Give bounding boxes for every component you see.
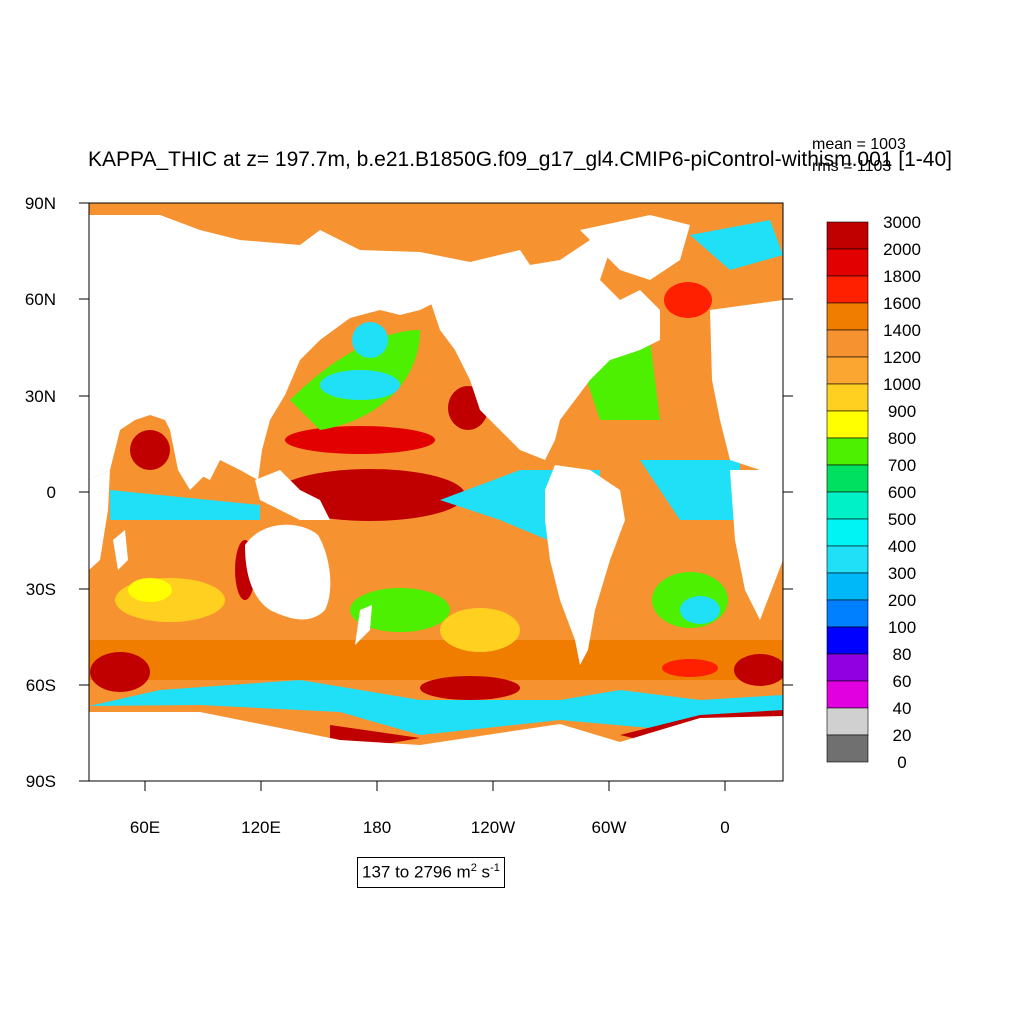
legend-label: 700	[888, 456, 916, 475]
legend-swatch	[826, 221, 869, 250]
legend-label: 1200	[883, 348, 921, 367]
range-unit-sup2: -1	[490, 862, 500, 874]
rms-stat: rms = 1103	[812, 158, 892, 175]
legend-swatch	[826, 734, 869, 763]
plot-title: KAPPA_THIC at z= 197.7m, b.e21.B1850G.f0…	[88, 148, 952, 171]
legend-label: 900	[888, 402, 916, 421]
lat-label-90s: 90S	[26, 772, 56, 791]
legend-swatch	[826, 707, 869, 736]
lat-label-60s: 60S	[26, 676, 56, 695]
legend-swatch	[826, 653, 869, 682]
lat-ticks	[79, 202, 793, 791]
color-legend-labels: 3000200018001600140012001000900800700600…	[883, 213, 921, 772]
legend-swatch	[826, 518, 869, 547]
legend-swatch	[826, 464, 869, 493]
lon-label-60e: 60E	[130, 818, 160, 837]
legend-swatch	[826, 248, 869, 277]
lat-label-90n: 90N	[25, 194, 56, 213]
legend-label: 3000	[883, 213, 921, 232]
legend-label: 1600	[883, 294, 921, 313]
legend-label: 500	[888, 510, 916, 529]
legend-label: 800	[888, 429, 916, 448]
lat-label-60n: 60N	[25, 290, 56, 309]
legend-swatch	[826, 437, 869, 466]
legend-label: 200	[888, 591, 916, 610]
legend-label: 300	[888, 564, 916, 583]
legend-label: 1400	[883, 321, 921, 340]
lon-label-120w: 120W	[471, 818, 515, 837]
legend-swatch	[826, 572, 869, 601]
lon-label-60w: 60W	[592, 818, 627, 837]
range-text: 137 to 2796 m	[362, 862, 471, 882]
legend-swatch	[826, 275, 869, 304]
legend-label: 2000	[883, 240, 921, 259]
legend-swatch	[826, 410, 869, 439]
legend-label: 400	[888, 537, 916, 556]
legend-label: 20	[893, 726, 912, 745]
legend-swatch	[826, 356, 869, 385]
legend-swatch	[826, 626, 869, 655]
range-unit-mid: s	[476, 862, 491, 882]
mean-stat: mean = 1003	[812, 136, 906, 153]
lat-label-30s: 30S	[26, 580, 56, 599]
legend-label: 80	[893, 645, 912, 664]
legend-label: 1800	[883, 267, 921, 286]
lon-label-120e: 120E	[241, 818, 281, 837]
lon-label-0: 0	[720, 818, 729, 837]
legend-label: 100	[888, 618, 916, 637]
legend-swatch	[826, 491, 869, 520]
legend-label: 0	[897, 753, 906, 772]
legend-swatch	[826, 329, 869, 358]
legend-swatch	[826, 545, 869, 574]
legend-swatch	[826, 383, 869, 412]
legend-label: 600	[888, 483, 916, 502]
legend-swatch	[826, 680, 869, 709]
legend-swatch	[826, 599, 869, 628]
legend-label: 60	[893, 672, 912, 691]
range-label: 137 to 2796 m2 s-1	[357, 857, 505, 888]
legend-swatch	[826, 302, 869, 331]
legend-label: 1000	[883, 375, 921, 394]
lat-label-30n: 30N	[25, 387, 56, 406]
color-legend	[826, 221, 869, 763]
legend-label: 40	[893, 699, 912, 718]
map-field	[89, 203, 783, 781]
lat-label-0: 0	[47, 483, 56, 502]
range-unit-sup1: 2	[470, 862, 477, 874]
lon-label-180: 180	[363, 818, 391, 837]
land-masses	[89, 215, 783, 781]
